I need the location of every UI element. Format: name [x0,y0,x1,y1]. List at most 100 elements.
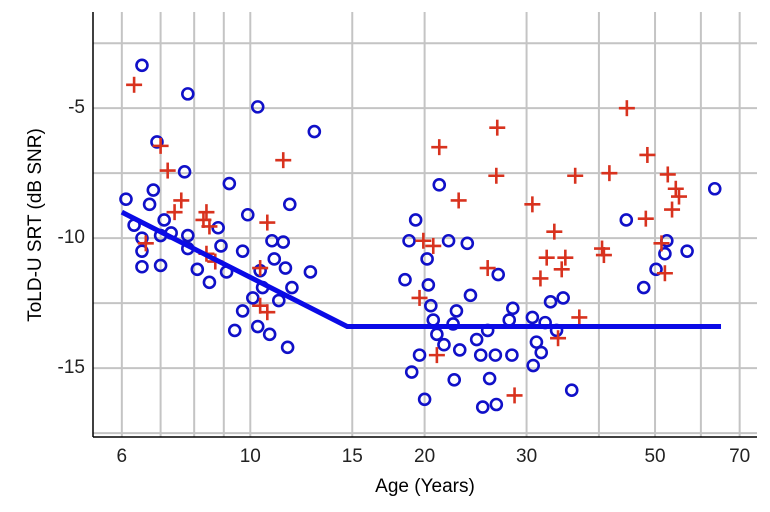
point [656,265,673,282]
point [546,223,563,240]
point [437,337,451,352]
point [667,180,684,197]
point [417,392,432,407]
point [190,262,205,277]
y-axis-title: ToLD-U SRT (dB SNR) [25,128,46,322]
point [157,213,171,227]
point [538,249,555,266]
point [415,232,432,249]
point [426,313,441,327]
point [446,317,460,331]
point [119,192,133,206]
point [534,345,549,360]
point [637,210,654,227]
point [488,348,503,362]
point [271,293,286,308]
point [556,291,570,305]
point [181,87,195,101]
point [571,309,588,326]
point [664,201,681,218]
point [259,214,276,231]
point [408,213,423,227]
point [173,192,190,209]
point [307,124,322,139]
point [463,288,478,303]
point [240,207,255,222]
point [567,167,584,184]
point [227,323,242,338]
point [420,252,434,266]
point [265,233,279,248]
point [550,330,567,347]
point [505,348,519,362]
point [502,313,517,327]
point [424,298,438,313]
point [280,340,295,355]
point [146,183,161,197]
point [411,289,428,306]
point [177,165,192,179]
point [428,347,445,364]
point [135,259,149,274]
point [619,213,634,227]
x-tick-label: 20 [414,446,435,467]
x-tick-label: 70 [729,446,750,467]
point [267,252,282,266]
point [282,197,297,212]
point [150,135,164,149]
point [137,235,154,252]
point [473,348,488,362]
point [425,237,442,254]
x-tick-label: 15 [342,446,363,467]
point [252,260,269,277]
point [649,262,663,277]
point [126,76,143,93]
point [181,228,195,243]
point [557,249,574,266]
grid [93,12,757,437]
point [432,178,447,192]
point [201,218,218,235]
point [142,197,157,212]
x-tick-label: 30 [516,446,537,467]
point [671,188,688,205]
point [259,304,276,321]
point [202,275,217,290]
point [488,167,505,184]
point [524,196,541,213]
point [636,280,651,295]
point [489,397,504,412]
point [222,176,237,191]
x-tick-label: 6 [117,446,128,467]
point [214,239,228,253]
point [618,100,635,117]
point [135,244,149,258]
point [506,387,523,404]
point [595,247,612,264]
x-tick-label: 50 [644,446,665,467]
point [250,100,265,114]
point [278,261,293,275]
point [553,261,570,278]
point [479,260,496,277]
point [285,280,299,295]
point [653,235,670,252]
x-tick-label: 10 [240,446,261,467]
point [659,166,676,183]
point [707,181,722,196]
point [166,204,183,221]
point [525,310,540,325]
point [526,358,540,373]
point [532,270,549,287]
point [198,204,215,221]
point [449,304,464,318]
point [469,332,484,347]
point [639,146,656,163]
point [452,343,467,357]
point [262,327,277,342]
point [152,137,169,154]
point [460,236,475,251]
point [245,291,260,305]
point [564,383,579,398]
